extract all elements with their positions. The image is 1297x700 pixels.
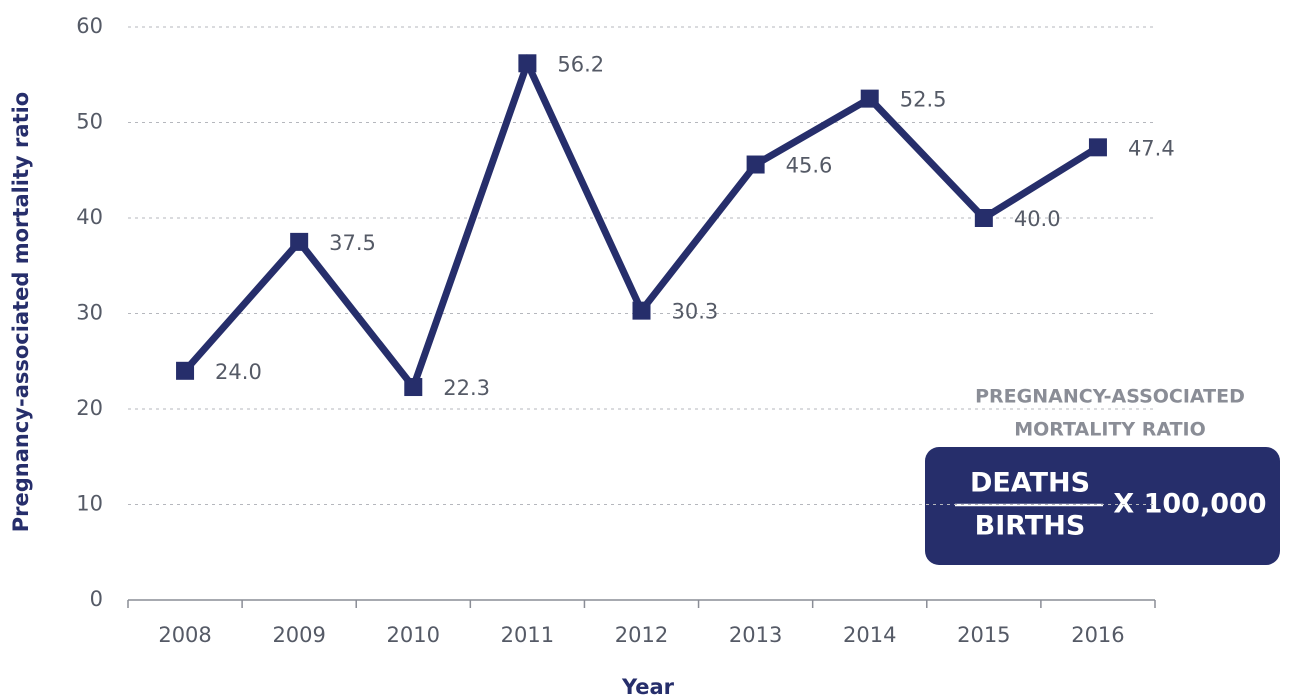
annotation-title: PREGNANCY-ASSOCIATED <box>975 386 1245 408</box>
x-tick-label: 2015 <box>957 623 1010 647</box>
data-marker <box>632 301 651 320</box>
y-tick-label: 0 <box>90 587 103 611</box>
x-tick-label: 2012 <box>615 623 668 647</box>
data-line <box>182 53 1100 395</box>
y-tick-label: 30 <box>76 301 103 325</box>
data-marker <box>176 361 195 380</box>
data-label: 56.2 <box>557 52 604 76</box>
x-axis-label: Year <box>621 675 675 699</box>
y-tick-label: 20 <box>76 396 103 420</box>
x-tick-label: 2011 <box>501 623 554 647</box>
x-tick-label: 2008 <box>158 623 211 647</box>
y-axis-label: Pregnancy-associated mortality ratio <box>9 92 33 533</box>
formula-numerator: DEATHS <box>970 468 1090 499</box>
data-marker <box>860 89 879 108</box>
y-tick-label: 50 <box>76 110 103 134</box>
annotation-title: MORTALITY RATIO <box>1014 419 1206 441</box>
x-tick-label: 2010 <box>387 623 440 647</box>
data-marker <box>1088 138 1107 157</box>
data-marker <box>404 378 423 397</box>
x-tick-label: 2013 <box>729 623 782 647</box>
data-label: 24.0 <box>215 360 262 384</box>
x-tick-label: 2009 <box>272 623 325 647</box>
data-label: 40.0 <box>1014 207 1061 231</box>
data-label: 45.6 <box>786 154 833 178</box>
data-label: 37.5 <box>329 231 376 255</box>
data-marker <box>290 232 309 251</box>
data-marker <box>974 209 993 227</box>
data-label: 30.3 <box>672 300 719 324</box>
data-marker <box>746 155 765 174</box>
data-label: 22.3 <box>443 376 490 400</box>
x-tick-label: 2016 <box>1071 623 1124 647</box>
x-tick-label: 2014 <box>843 623 896 647</box>
data-marker <box>518 54 537 73</box>
y-tick-label: 60 <box>76 14 103 38</box>
data-label: 47.4 <box>1128 136 1175 160</box>
y-tick-label: 10 <box>76 492 103 516</box>
formula-denominator: BIRTHS <box>975 511 1086 542</box>
y-tick-label: 40 <box>76 205 103 229</box>
data-label: 52.5 <box>900 88 947 112</box>
